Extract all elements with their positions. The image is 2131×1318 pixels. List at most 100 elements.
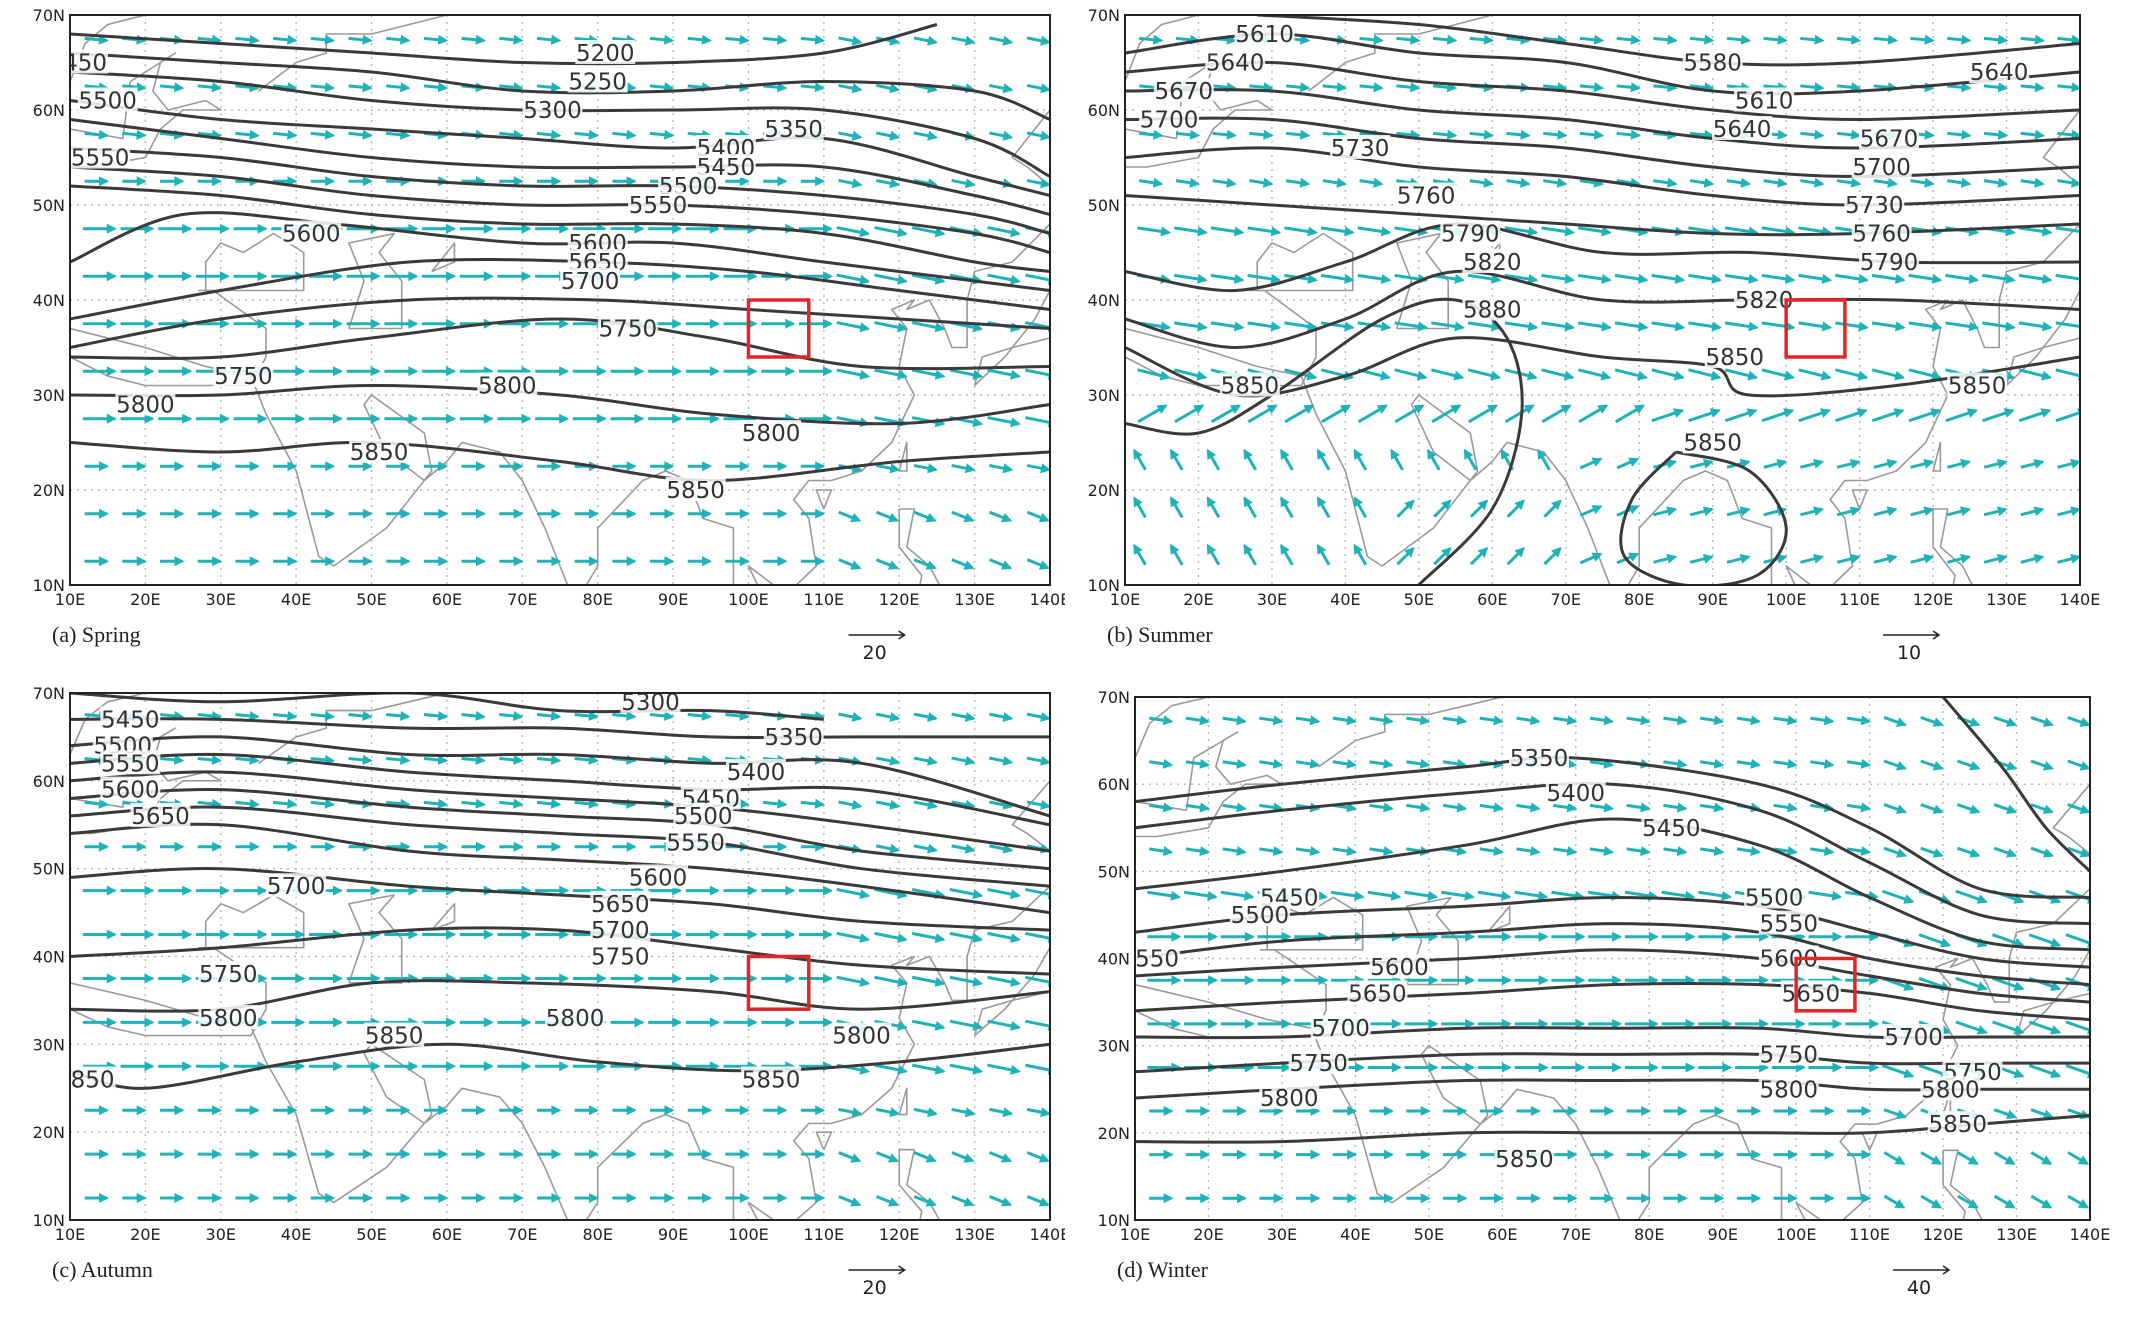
wind-arrow	[1871, 321, 1906, 332]
wind-arrow	[874, 321, 908, 333]
wind-arrow	[1477, 890, 1512, 901]
wind-arrow	[687, 1149, 713, 1160]
wind-arrow	[499, 176, 524, 187]
wind-arrow	[1295, 846, 1321, 856]
wind-arrow	[2028, 1064, 2062, 1079]
wind-arrow	[1185, 1106, 1211, 1116]
wind-arrow	[386, 461, 411, 472]
contour-label: 5790	[1441, 222, 1500, 248]
coastline	[1932, 441, 1942, 472]
wind-arrow	[1369, 1149, 1394, 1160]
wind-arrow	[1220, 1018, 1255, 1029]
wind-arrow	[2030, 759, 2054, 771]
wind-arrow	[649, 711, 675, 721]
wind-arrow	[122, 176, 147, 187]
wind-arrow	[1846, 846, 1872, 856]
wind-arrow	[348, 754, 373, 765]
wind-arrow	[1148, 715, 1174, 726]
wind-arrow	[1947, 177, 1972, 188]
wind-arrow	[1394, 404, 1425, 424]
wind-arrow	[1406, 802, 1431, 813]
wind-arrow	[1175, 129, 1201, 140]
wind-arrow	[1726, 506, 1751, 517]
wind-arrow	[2057, 458, 2080, 469]
wind-arrow	[1184, 975, 1219, 986]
wind-arrow	[348, 34, 373, 45]
wind-arrow	[1983, 506, 2008, 517]
wind-arrow	[1763, 34, 1788, 45]
contour-label: 5700	[1852, 155, 1911, 181]
wind-arrow	[1026, 510, 1050, 523]
wind-arrow	[2018, 226, 2053, 237]
wind-arrow	[535, 366, 570, 377]
wind-arrow	[386, 34, 411, 45]
lon-tick-label: 10E	[55, 1225, 85, 1244]
wind-arrow	[1626, 715, 1651, 726]
lon-tick-label: 50E	[356, 590, 386, 609]
wind-arrow	[84, 1149, 109, 1160]
lat-tick-label: 50N	[33, 196, 65, 215]
wind-arrow	[951, 712, 976, 722]
wind-arrow	[235, 461, 260, 472]
wind-arrow	[1026, 1195, 1050, 1207]
wind-arrow	[1516, 1106, 1541, 1116]
lon-tick-label: 50E	[1404, 590, 1434, 609]
contour-label: 5800	[116, 393, 175, 419]
wind-arrow	[1771, 1018, 1806, 1029]
wind-arrow	[1614, 321, 1649, 332]
wind-arrow	[2030, 715, 2054, 727]
wind-arrow	[1578, 404, 1609, 424]
wind-arrow	[384, 413, 419, 424]
wind-arrow	[271, 318, 306, 329]
lon-tick-label: 60E	[1477, 590, 1507, 609]
wind-arrow	[1322, 177, 1347, 188]
wind-arrow	[1845, 1062, 1880, 1073]
lon-tick-label: 130E	[1986, 590, 2027, 609]
wind-arrow	[838, 130, 863, 141]
contour-label: 5580	[1683, 51, 1742, 77]
wind-arrow	[1222, 1149, 1247, 1160]
wind-arrow	[1506, 499, 1525, 518]
wind-arrow	[1406, 1106, 1431, 1116]
wind-arrow	[1139, 34, 1164, 45]
wind-arrow	[459, 223, 494, 234]
wind-arrow	[1185, 1193, 1211, 1204]
wind-arrow	[949, 1063, 984, 1075]
wind-arrow	[1257, 975, 1292, 986]
coastline	[2015, 948, 2090, 1038]
contour-label: 5500	[1231, 903, 1290, 929]
wind-arrow	[1846, 758, 1872, 769]
wind-arrow	[1259, 846, 1284, 856]
wind-arrow	[235, 841, 260, 852]
lon-tick-label: 110E	[804, 590, 845, 609]
panel-autumn: 5450 5500 5550 5600 5650 5300 5350 5400 5450 5500…	[0, 665, 1071, 1313]
wind-arrow	[1149, 1149, 1174, 1160]
contour-label: 5650	[131, 804, 190, 830]
wind-arrow	[1993, 1108, 2018, 1120]
contour-labels: 4505500555052005250530053505400545055005…	[70, 40, 824, 504]
wind-arrow	[1210, 273, 1245, 284]
wind-arrow	[1810, 1106, 1835, 1116]
contour-label: 5550	[1760, 912, 1819, 938]
lon-tick-label: 40E	[281, 590, 311, 609]
wind-arrow	[1908, 368, 1942, 381]
wind-arrow	[1589, 802, 1615, 813]
wind-arrow	[1651, 408, 1685, 423]
wind-arrow	[2020, 458, 2045, 469]
wind-arrow	[1332, 758, 1357, 769]
wind-arrow	[987, 416, 1021, 428]
wind-arrow	[838, 1151, 862, 1163]
wind-arrow	[384, 271, 419, 282]
wind-arrow	[1443, 1149, 1468, 1160]
wind-arrow	[1761, 408, 1795, 423]
contour-5400	[1135, 782, 2090, 926]
wind-arrow	[309, 413, 343, 424]
wind-arrow	[235, 1149, 260, 1160]
lat-tick-label: 60N	[1088, 101, 1120, 120]
contour-5450	[1135, 817, 2090, 952]
coastline	[1395, 232, 1450, 330]
wind-arrow	[725, 1149, 750, 1160]
wind-arrow	[1553, 1106, 1578, 1116]
wind-arrow	[1147, 890, 1182, 901]
wind-arrow	[2055, 273, 2080, 284]
